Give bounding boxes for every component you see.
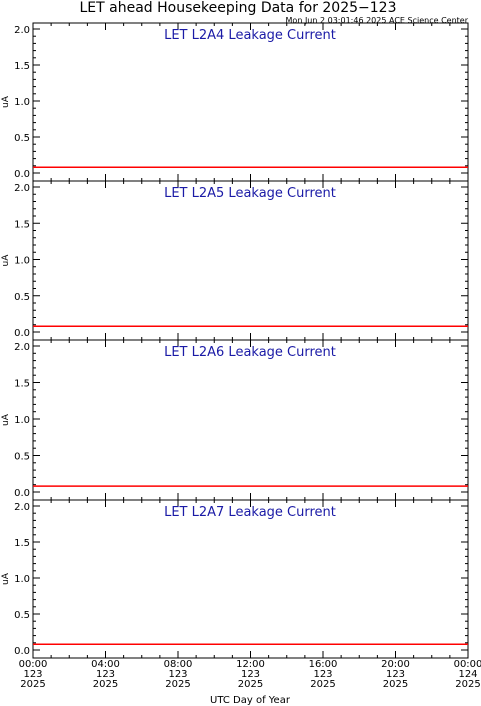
panel-1: 0.0 0.5 1.0 1.5 2.0 uA LET L2A4 Leakage Curren…	[1, 22, 469, 182]
x-tick-year: 2025	[238, 679, 263, 690]
y-tick-label: 2.0	[14, 502, 30, 513]
y-tick-label: 1.0	[14, 256, 30, 267]
y-tick-label: 1.5	[14, 219, 30, 230]
panel-frame	[32, 499, 469, 659]
x-tick-doy: 123	[23, 669, 42, 680]
x-tick-time: 08:00	[164, 659, 193, 670]
y-tick-label: 2.0	[14, 342, 30, 353]
y-tick-label: 0.0	[14, 488, 30, 499]
panel-2: 0.0 0.5 1.0 1.5 2.0 uA LET L2A5 Leakage Curren…	[1, 180, 469, 341]
x-tick-doy: 124	[458, 669, 477, 680]
x-tick-doy: 123	[96, 669, 115, 680]
x-axis-labels: 00:00123202504:00123202508:00123202512:0…	[19, 659, 481, 690]
y-tick-label: 0.5	[14, 452, 30, 463]
y-tick-label: 1.5	[14, 61, 30, 72]
y-tick-label: 1.0	[14, 415, 30, 426]
x-tick-time: 00:00	[454, 659, 481, 670]
panels: 0.0 0.5 1.0 1.5 2.0 uA LET L2A4 Leakage Curren…	[1, 22, 469, 659]
panel-frame	[32, 22, 469, 182]
y-axis-label: uA	[1, 572, 11, 585]
x-tick-doy: 123	[313, 669, 332, 680]
panel-4: 0.0 0.5 1.0 1.5 2.0 uA LET L2A7 Leakage Curren…	[1, 499, 469, 659]
x-tick-doy: 123	[168, 669, 187, 680]
panel-frame	[32, 339, 469, 501]
x-tick-time: 12:00	[236, 659, 265, 670]
y-tick-label: 0.0	[14, 169, 30, 180]
x-axis-label: UTC Day of Year	[210, 695, 291, 706]
y-tick-label: 1.5	[14, 538, 30, 549]
y-tick-label: 1.0	[14, 574, 30, 585]
y-tick-label: 0.0	[14, 328, 30, 339]
panel-3: 0.0 0.5 1.0 1.5 2.0 uA LET L2A6 Leakage Curren…	[1, 339, 469, 501]
y-tick-label: 0.5	[14, 133, 30, 144]
y-tick-label: 0.0	[14, 646, 30, 657]
x-tick-doy: 123	[386, 669, 405, 680]
panel-title: LET L2A5 Leakage Current	[164, 186, 336, 201]
y-tick-label: 0.5	[14, 292, 30, 303]
panel-title: LET L2A7 Leakage Current	[164, 505, 336, 520]
y-tick-label: 1.0	[14, 97, 30, 108]
y-tick-label: 1.5	[14, 379, 30, 390]
x-tick-year: 2025	[383, 679, 408, 690]
x-tick-year: 2025	[20, 679, 45, 690]
x-tick-time: 04:00	[91, 659, 120, 670]
panel-title: LET L2A4 Leakage Current	[164, 28, 336, 43]
y-axis-label: uA	[1, 413, 11, 426]
x-tick-year: 2025	[310, 679, 335, 690]
x-tick-time: 00:00	[19, 659, 48, 670]
y-tick-label: 2.0	[14, 25, 30, 36]
y-axis-label: uA	[1, 254, 11, 267]
x-tick-year: 2025	[455, 679, 480, 690]
timestamp: Mon Jun 2 03:01:46 2025 ACE Science Cent…	[286, 16, 469, 25]
x-tick-year: 2025	[165, 679, 190, 690]
page-title: LET ahead Housekeeping Data for 2025−123	[80, 0, 397, 16]
y-tick-label: 2.0	[14, 183, 30, 194]
y-axis-label: uA	[1, 95, 11, 108]
x-tick-doy: 123	[241, 669, 260, 680]
y-tick-label: 0.5	[14, 610, 30, 621]
panel-title: LET L2A6 Leakage Current	[164, 345, 336, 360]
panel-frame	[32, 180, 469, 341]
x-tick-time: 20:00	[381, 659, 410, 670]
x-tick-time: 16:00	[309, 659, 338, 670]
x-tick-year: 2025	[93, 679, 118, 690]
